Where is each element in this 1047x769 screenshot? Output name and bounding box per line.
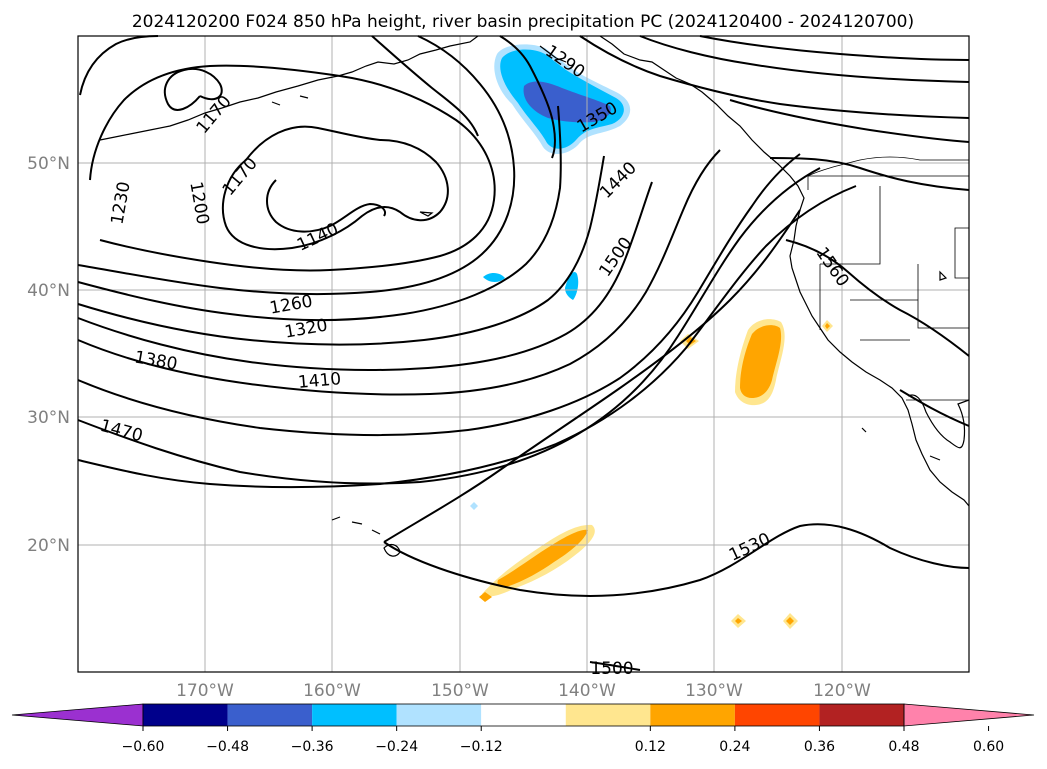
contour-label: 1410 — [297, 369, 342, 393]
colorbar-extend-high — [903, 703, 1035, 727]
lat-axis: 50°N 40°N 30°N 20°N — [27, 154, 70, 556]
colorbar-tick-label: 0.12 — [635, 739, 666, 755]
colorbar-cell — [312, 704, 397, 726]
lon-label: 160°W — [303, 681, 361, 701]
colorbar-cell — [396, 704, 482, 726]
lat-label: 30°N — [27, 408, 70, 428]
map-frame — [77, 35, 970, 673]
colorbar-tick-label: 0.24 — [719, 739, 750, 755]
contour-label: 1500 — [590, 659, 633, 679]
colorbar-cell — [227, 704, 313, 726]
lon-axis: 170°W 160°W 150°W 140°W 130°W 120°W — [176, 681, 871, 701]
colorbar-cell — [734, 704, 820, 726]
lat-label: 40°N — [27, 281, 70, 301]
colorbar-tick-label: −0.48 — [206, 739, 249, 755]
colorbar-cell — [819, 704, 904, 726]
lon-label: 150°W — [431, 681, 489, 701]
lat-label: 20°N — [27, 536, 70, 556]
colorbar-tick-label: 0.60 — [973, 739, 1004, 755]
lon-label: 140°W — [558, 681, 616, 701]
lon-label: 170°W — [176, 681, 234, 701]
lon-label: 120°W — [813, 681, 871, 701]
colorbar-tick-label: −0.60 — [122, 739, 165, 755]
colorbar-cell — [650, 704, 735, 726]
colorbar-tick-label: 0.48 — [888, 739, 919, 755]
colorbar-tick-label: 0.36 — [804, 739, 835, 755]
colorbar-frame — [142, 703, 905, 727]
colorbar-tick-label: −0.12 — [460, 739, 503, 755]
colorbar-cell — [481, 704, 566, 726]
precip-shading — [470, 44, 833, 629]
colorbar-tick-label: −0.24 — [375, 739, 418, 755]
colorbar-cell — [565, 704, 651, 726]
graticule — [78, 36, 969, 672]
figure-title: 2024120200 F024 850 hPa height, river ba… — [132, 12, 914, 32]
borders — [807, 156, 970, 401]
colorbar: −0.60 −0.48 −0.36 −0.24 −0.12 0.12 0.24 0.36 0.4… — [11, 703, 1035, 755]
colorbar-extend-low — [11, 703, 144, 727]
map-panel: 1290 1170 1350 1170 1230 1200 1440 1140 … — [77, 35, 970, 679]
lat-label: 50°N — [27, 154, 70, 174]
colorbar-tick-label: −0.36 — [291, 739, 334, 755]
height-contours — [77, 35, 970, 671]
lon-label: 130°W — [685, 681, 743, 701]
colorbar-cell — [143, 704, 228, 726]
